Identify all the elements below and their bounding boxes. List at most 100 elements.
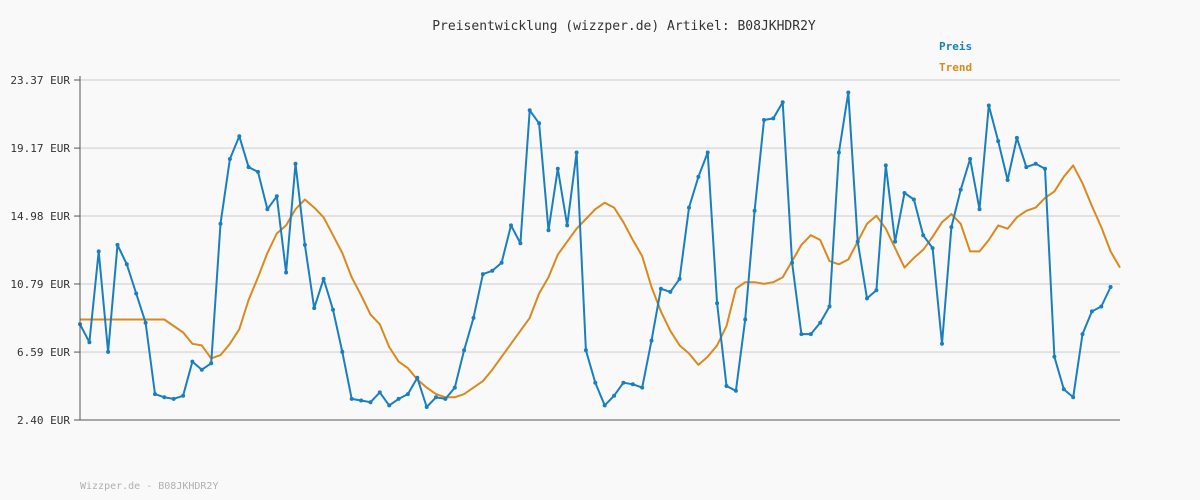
preis-point	[893, 239, 898, 244]
preis-point	[115, 242, 120, 247]
preis-point	[1089, 309, 1094, 314]
preis-point	[302, 242, 307, 247]
preis-point	[958, 187, 963, 192]
preis-point	[246, 165, 251, 170]
preis-point	[640, 385, 645, 390]
preis-point	[715, 301, 720, 306]
preis-point	[452, 385, 457, 390]
preis-point	[1061, 387, 1066, 392]
preis-point	[921, 233, 926, 238]
preis-point	[162, 395, 167, 400]
preis-point	[199, 367, 204, 372]
preis-point	[574, 150, 579, 155]
preis-point	[1024, 165, 1029, 170]
preis-point	[855, 239, 860, 244]
preis-point	[630, 382, 635, 387]
preis-point	[387, 403, 392, 408]
preis-point	[827, 304, 832, 309]
y-axis-ticks: 2.40 EUR 6.59 EUR 10.79 EUR 14.98 EUR 19.17 …	[10, 74, 80, 427]
preis-point	[546, 228, 551, 233]
legend-preis: Preis	[939, 40, 973, 53]
preis-point	[424, 405, 429, 409]
preis-point	[752, 208, 757, 213]
preis-point	[836, 150, 841, 155]
preis-point	[883, 163, 888, 168]
series-line-trend	[80, 164, 1121, 399]
preis-point	[846, 90, 851, 95]
preis-point	[153, 392, 157, 397]
preis-point	[106, 349, 111, 354]
preis-point	[1071, 395, 1076, 400]
preis-point	[977, 207, 982, 212]
preis-point	[733, 388, 738, 393]
preis-point	[96, 249, 101, 254]
preis-point	[321, 276, 326, 281]
preis-point	[930, 246, 935, 251]
preis-point	[218, 221, 223, 226]
preis-point	[509, 223, 513, 228]
preis-point	[818, 320, 823, 325]
preis-point	[349, 396, 354, 401]
preis-point	[743, 317, 748, 322]
preis-point	[968, 157, 973, 161]
preis-point	[190, 359, 195, 364]
y-tick-label: 10.79 EUR	[10, 278, 70, 291]
preis-point	[209, 361, 214, 366]
preis-point	[911, 197, 916, 202]
preis-point	[537, 121, 542, 126]
preis-point	[1052, 354, 1057, 359]
preis-point	[780, 100, 785, 105]
preis-point	[462, 348, 467, 353]
y-tick-label: 23.37 EUR	[10, 74, 70, 87]
preis-point	[1099, 304, 1104, 309]
preis-point	[940, 341, 944, 346]
preis-point	[996, 139, 1001, 144]
grid-lines	[80, 79, 1120, 354]
preis-point	[555, 166, 560, 171]
preis-point	[799, 332, 804, 337]
preis-point	[471, 315, 476, 320]
preis-point	[171, 396, 176, 401]
preis-point	[293, 161, 298, 166]
preis-point	[986, 103, 991, 108]
preis-point	[274, 194, 279, 199]
preis-point	[527, 108, 532, 113]
preis-point	[771, 116, 776, 121]
preis-point	[405, 392, 410, 397]
preis-point	[1108, 285, 1113, 289]
preis-point	[518, 241, 523, 246]
preis-point	[677, 276, 682, 281]
chart-title: Preisentwicklung (wizzper.de) Artikel: B…	[432, 19, 816, 34]
preis-point	[87, 340, 92, 345]
preis-point	[1043, 166, 1047, 171]
preis-point	[724, 384, 729, 388]
preis-point	[143, 320, 148, 325]
preis-point	[227, 157, 232, 161]
preis-point	[696, 174, 701, 179]
footer-text: Wizzper.de - B08JKHDR2Y	[80, 481, 219, 492]
preis-point	[658, 286, 663, 291]
preis-point	[583, 348, 588, 353]
preis-point	[237, 134, 242, 139]
preis-point	[874, 288, 879, 293]
preis-point	[790, 260, 795, 265]
preis-point	[499, 260, 504, 265]
preis-point	[490, 268, 495, 273]
preis-point	[368, 400, 373, 405]
preis-point	[1014, 135, 1019, 140]
y-tick-label: 14.98 EUR	[10, 210, 70, 223]
preis-point	[621, 380, 626, 385]
preis-point	[377, 390, 382, 395]
preis-point	[480, 272, 485, 277]
preis-point	[134, 291, 139, 296]
preis-point	[1080, 332, 1085, 337]
series-lines	[79, 91, 1121, 408]
preis-point	[312, 306, 317, 311]
preis-point	[415, 375, 420, 380]
preis-point	[1005, 178, 1010, 182]
legend-trend: Trend	[939, 61, 973, 74]
preis-point	[649, 338, 654, 343]
preis-point	[612, 393, 617, 398]
preis-point	[762, 118, 766, 122]
